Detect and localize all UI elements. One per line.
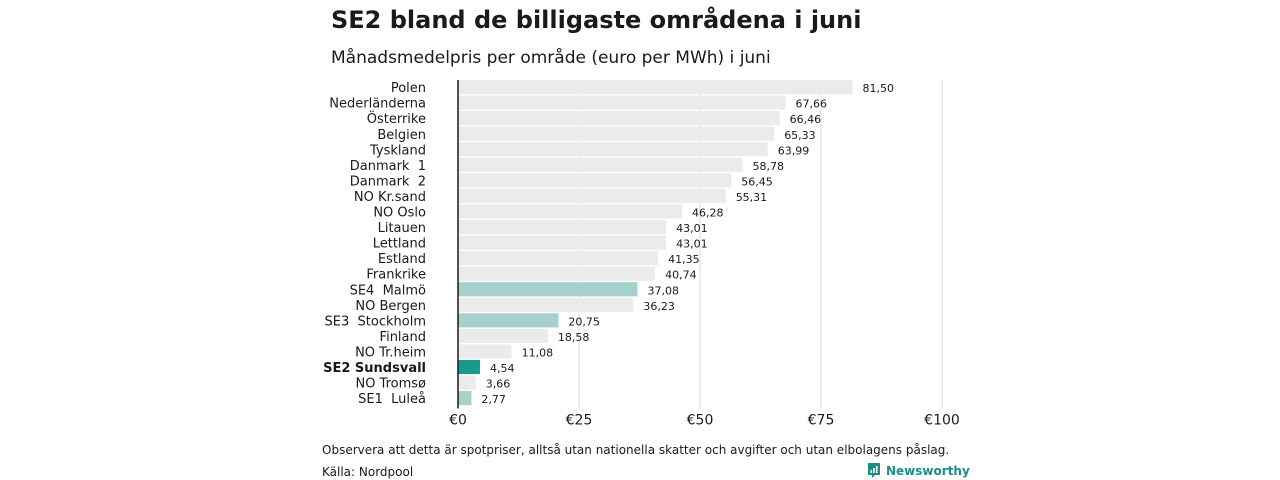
brand-logo: Newsworthy [866,462,970,479]
value-label: 58,78 [752,160,784,173]
value-label: 20,75 [568,315,600,328]
bars [458,80,853,406]
category-label: NO Kr.sand [354,190,426,205]
bar-chart: PolenNederländernaÖsterrikeBelgienTyskla… [323,80,960,429]
value-label: 4,54 [490,362,515,375]
bar [458,219,667,235]
value-label: 46,28 [692,207,724,220]
category-label: Frankrike [366,268,426,283]
category-label: Belgien [377,128,426,143]
category-label: Polen [391,81,426,96]
category-label: Litauen [378,221,426,236]
chart-title: SE2 bland de billigaste områdena i juni [331,6,862,34]
bar [458,204,682,219]
bar [458,126,775,141]
category-labels: PolenNederländernaÖsterrikeBelgienTyskla… [323,81,426,407]
bar [458,282,638,297]
value-label: 11,08 [522,346,554,359]
category-label: Finland [380,330,426,345]
bar [458,173,732,188]
bar [458,95,786,110]
value-label: 81,50 [862,82,894,95]
value-label: 41,35 [668,253,700,266]
value-label: 43,01 [676,222,708,235]
value-label: 40,74 [665,269,697,282]
x-tick-label: €25 [566,413,593,429]
category-label: NO Bergen [355,299,426,314]
category-label: Tyskland [369,143,426,158]
x-tick-label: €0 [449,413,467,429]
category-label: Estland [378,252,426,267]
value-label: 3,66 [486,378,511,391]
value-label: 63,99 [778,144,810,157]
value-label: 43,01 [676,238,708,251]
category-label: Danmark 1 [350,159,426,174]
value-label: 66,46 [790,113,822,126]
category-label: Nederländerna [329,97,426,112]
category-label: SE2 Sundsvall [323,361,426,376]
bar [458,359,480,375]
bar [458,235,667,250]
bar [458,80,853,95]
bar [458,157,743,172]
bar [458,328,548,343]
newsworthy-logo-icon [868,463,880,478]
category-label: NO Oslo [373,206,426,221]
category-label: Lettland [373,237,426,252]
x-axis-tick-labels: €0 €25 €50 €75 €100 [449,413,960,429]
bar [458,375,476,390]
x-tick-label: €50 [687,413,714,429]
bar [458,391,472,406]
value-label: 36,23 [643,300,675,313]
bar [458,251,659,266]
x-tick-label: €75 [808,413,835,429]
chart-subtitle: Månadsmedelpris per område (euro per MWh… [331,48,771,68]
source-label: Källa: Nordpool [322,465,414,479]
x-tick-label: €100 [924,413,960,429]
category-label: SE4 Malmö [350,283,426,298]
bar [458,111,780,126]
bar [458,297,634,312]
bar [458,344,512,359]
value-label: 67,66 [795,98,827,111]
bar [458,313,559,328]
value-label: 56,45 [741,175,773,188]
category-label: NO Tromsø [355,377,426,392]
bar [458,142,768,157]
category-label: SE1 Luleå [358,392,426,407]
value-label: 2,77 [481,393,506,406]
value-labels: 81,50 67,66 66,46 65,33 63,99 58,78 56,45 55,31… [481,82,894,406]
value-label: 18,58 [558,331,590,344]
category-label: Danmark 2 [350,174,426,189]
category-label: Österrike [367,110,426,127]
bar [458,266,656,281]
category-label: SE3 Stockholm [325,314,426,329]
footnote: Observera att detta är spotpriser, allts… [322,443,950,457]
bar [458,188,726,204]
value-label: 37,08 [647,284,679,297]
brand-name: Newsworthy [886,463,970,478]
value-label: 55,31 [736,191,768,204]
value-label: 65,33 [784,129,816,142]
category-label: NO Tr.heim [355,345,426,360]
